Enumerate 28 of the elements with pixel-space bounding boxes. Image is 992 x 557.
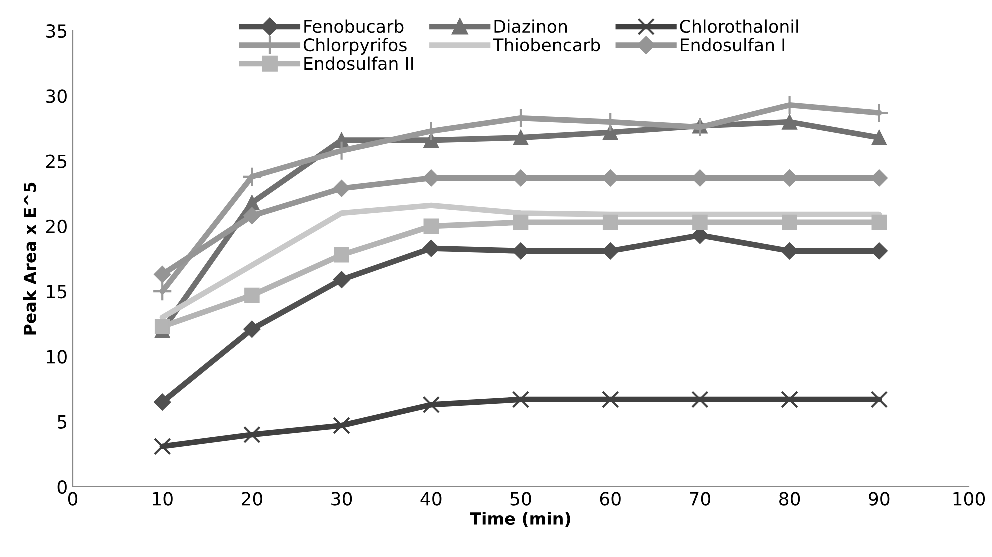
x-tick-label: 50 — [510, 492, 532, 506]
x-axis-title: Time (min) — [470, 512, 570, 527]
y-axis-title: Peak Area x E^5 — [23, 182, 36, 335]
x-tick-label: 70 — [690, 492, 710, 506]
y-tick-label: 20 — [46, 220, 67, 234]
legend-label: Chlorothalonil — [680, 20, 798, 34]
x-tick-label: 10 — [153, 492, 173, 506]
y-tick-label: 15 — [47, 285, 67, 299]
y-tick-label: 10 — [47, 350, 67, 364]
legend-label: Endosulfan II — [304, 56, 414, 70]
y-tick-label: 5 — [58, 416, 67, 429]
legend-label: Chlorpyrifos — [304, 38, 407, 56]
y-tick-label: 25 — [46, 154, 67, 168]
y-tick-label: 0 — [58, 480, 67, 494]
legend-label: Endosulfan I — [681, 38, 784, 52]
x-tick-label: 100 — [954, 492, 986, 506]
legend-label: Diazinon — [494, 20, 568, 34]
x-tick-label: 0 — [68, 492, 78, 506]
x-tick-label: 80 — [780, 492, 800, 506]
legend-label: Thiobencarb — [493, 38, 600, 52]
y-tick-label: 30 — [46, 90, 67, 104]
x-tick-label: 60 — [600, 492, 621, 506]
x-tick-label: 30 — [332, 492, 352, 506]
legend-label: Fenobucarb — [304, 20, 404, 34]
x-tick-label: 40 — [420, 492, 442, 506]
y-tick-label: 35 — [46, 24, 67, 38]
x-tick-label: 90 — [869, 492, 890, 506]
x-tick-label: 20 — [242, 492, 262, 506]
